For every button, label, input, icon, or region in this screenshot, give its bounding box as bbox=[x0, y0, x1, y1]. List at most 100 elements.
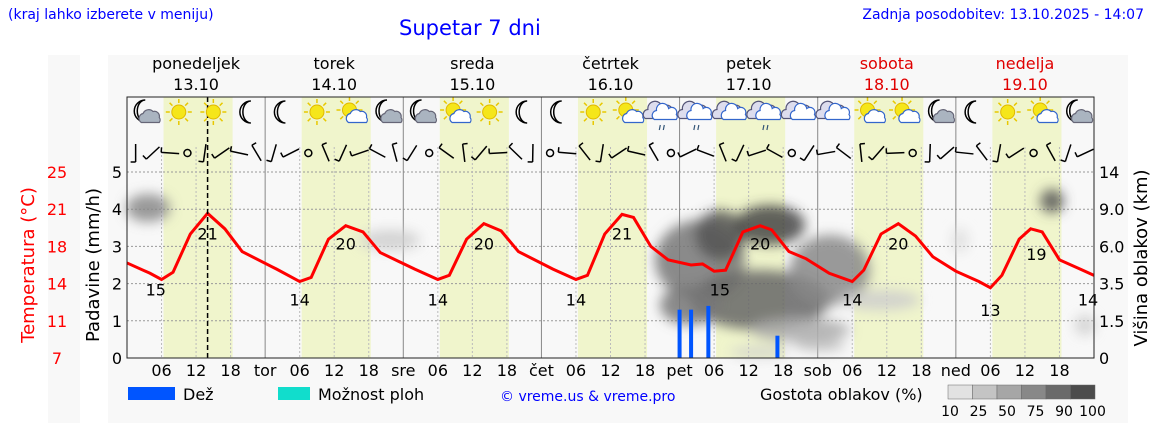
temperature-label: 20 bbox=[750, 235, 770, 254]
copyright-link[interactable]: © vreme.us & vreme.pro bbox=[500, 389, 675, 405]
cloud-height-tick: 14 bbox=[1099, 163, 1119, 182]
cloud-blob bbox=[1075, 315, 1095, 335]
barb-flag bbox=[402, 157, 408, 162]
sun-ray bbox=[203, 102, 208, 107]
barb-flag bbox=[677, 152, 681, 158]
day-short-tick: ned bbox=[941, 361, 971, 380]
cloud-height-tick: 1.5 bbox=[1099, 312, 1124, 331]
barb-shaft bbox=[391, 144, 398, 162]
wind-barb-icon bbox=[992, 144, 1002, 163]
wind-barb-icon bbox=[508, 142, 523, 160]
rain-bar bbox=[775, 335, 780, 358]
wind-barb-icon bbox=[578, 142, 591, 161]
day-short-tick: pet bbox=[666, 361, 692, 380]
cloud-height-tick: 3.5 bbox=[1099, 275, 1124, 294]
barb-shaft bbox=[1008, 147, 1025, 159]
region-hint[interactable]: (kraj lahko izberete v meniju) bbox=[8, 7, 214, 23]
cloud-density-label: Gostota oblakov (%) bbox=[760, 385, 923, 404]
sun-ray bbox=[616, 100, 620, 105]
wind-barb-icon bbox=[746, 149, 767, 157]
sun-ray bbox=[479, 117, 484, 122]
rain-legend-swatch bbox=[128, 387, 175, 400]
temperature-label: 15 bbox=[710, 280, 730, 299]
barb-flag bbox=[867, 155, 873, 161]
barb-flag bbox=[1005, 153, 1010, 159]
wind-barb-icon bbox=[402, 144, 418, 162]
sun-ray bbox=[307, 117, 312, 122]
barb-flag bbox=[508, 142, 514, 148]
rain-drop-icon bbox=[662, 124, 665, 131]
barb-shaft bbox=[718, 144, 727, 162]
sun-ray bbox=[599, 102, 603, 107]
wind-barb-icon bbox=[470, 145, 488, 161]
barb-flag bbox=[438, 143, 443, 149]
wind-barb-icon bbox=[160, 147, 180, 155]
barb-flag bbox=[608, 153, 613, 159]
cloud-shape bbox=[380, 109, 403, 124]
barb-shaft bbox=[975, 145, 988, 161]
day-date: 18.10 bbox=[864, 75, 910, 94]
temp-tick: 7 bbox=[52, 349, 62, 368]
barb-flag bbox=[1060, 159, 1066, 163]
barb-flag bbox=[954, 147, 957, 153]
temperature-label: 21 bbox=[612, 224, 632, 243]
barb-flag bbox=[595, 160, 601, 163]
day-date: 17.10 bbox=[726, 75, 772, 94]
sun-icon bbox=[200, 99, 227, 125]
barb-flag bbox=[859, 142, 865, 145]
wind-barb-icon bbox=[859, 142, 865, 163]
sun-cloud-icon bbox=[1027, 97, 1059, 124]
sun-ray bbox=[458, 100, 463, 105]
temperature-label: 19 bbox=[1026, 245, 1046, 264]
calm-circle bbox=[787, 148, 797, 158]
barb-flag bbox=[936, 154, 941, 160]
wind-barb-icon bbox=[1045, 142, 1056, 162]
temperature-label: 20 bbox=[888, 235, 908, 254]
moon-shape bbox=[239, 100, 251, 124]
hour-tick: 06 bbox=[704, 361, 724, 380]
cloud-shape bbox=[345, 109, 368, 124]
cloud-shape bbox=[932, 109, 956, 124]
hour-tick: 12 bbox=[600, 361, 620, 380]
rain-legend-label: Dež bbox=[183, 385, 214, 404]
sun-disc bbox=[205, 104, 221, 120]
temperature-label: 14 bbox=[566, 291, 586, 310]
density-tick: 10 bbox=[941, 404, 959, 420]
cloud-blob bbox=[750, 318, 850, 342]
wind-barb-icon bbox=[835, 143, 852, 160]
cloud-shape bbox=[863, 109, 886, 124]
moon-cloud-icon bbox=[927, 99, 956, 124]
wind-barb-icon bbox=[608, 147, 628, 159]
sun-ray bbox=[339, 100, 344, 105]
barb-shaft bbox=[803, 145, 815, 161]
temperature-label: 14 bbox=[289, 291, 309, 310]
cloud-blob bbox=[126, 194, 170, 222]
density-swatch bbox=[1070, 384, 1096, 400]
wind-barb-icon bbox=[229, 146, 249, 156]
sun-ray bbox=[184, 117, 189, 122]
density-swatch bbox=[947, 384, 973, 400]
calm-circle bbox=[908, 148, 917, 158]
wind-barb-icon bbox=[936, 146, 955, 160]
temp-axis-label: Temperatura (°C) bbox=[18, 187, 39, 344]
barb-shaft bbox=[627, 150, 646, 156]
rain-drop-icon bbox=[762, 124, 765, 131]
wind-barb-icon bbox=[183, 148, 192, 158]
wind-barb-icon bbox=[885, 148, 905, 155]
day-date: 14.10 bbox=[311, 75, 357, 94]
cloud-shape bbox=[414, 109, 438, 124]
barb-flag bbox=[211, 153, 216, 159]
hour-tick: 12 bbox=[1015, 361, 1035, 380]
cloud-rain-icon bbox=[642, 100, 678, 131]
precip-tick: 0 bbox=[112, 349, 122, 368]
sun-ray bbox=[479, 102, 484, 107]
day-name: ponedeljek bbox=[152, 54, 241, 73]
moon-cloud-icon bbox=[375, 99, 403, 124]
rain-drop-icon bbox=[766, 124, 769, 131]
cloud-shape bbox=[898, 109, 921, 124]
cloud-rain-icon bbox=[746, 100, 782, 131]
wind-barb-icon bbox=[251, 142, 262, 162]
barb-flag bbox=[731, 158, 737, 162]
hour-tick: 18 bbox=[220, 361, 240, 380]
sun-ray bbox=[495, 102, 500, 107]
